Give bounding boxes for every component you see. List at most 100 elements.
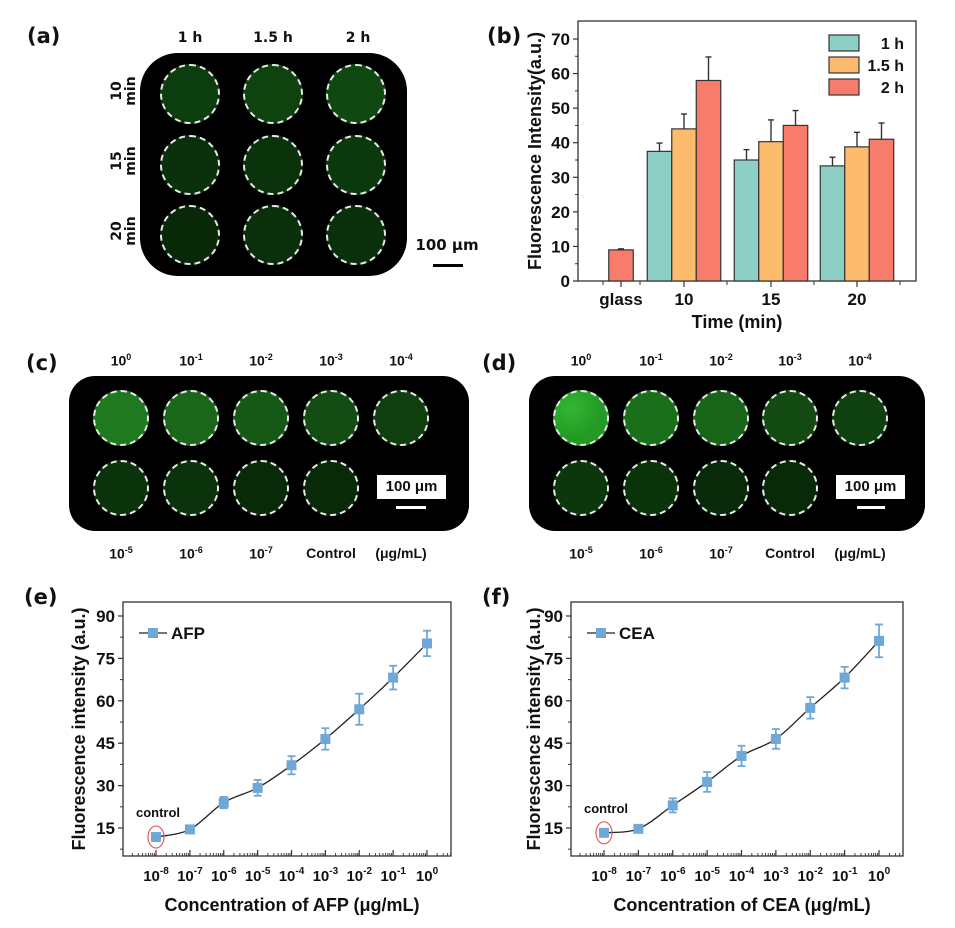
label-base: 10 bbox=[639, 352, 655, 369]
legend-label: 2 h bbox=[881, 80, 904, 97]
y-tick-label: 40 bbox=[551, 134, 570, 153]
tick-exponent: -6 bbox=[677, 866, 686, 877]
fluorescence-well bbox=[243, 64, 303, 124]
label-exponent: -4 bbox=[404, 352, 413, 362]
label-base: 10 bbox=[389, 352, 405, 369]
y-axis-title: Fluorescence intensity (a.u.) bbox=[524, 607, 544, 850]
fluorescence-well bbox=[623, 390, 679, 446]
data-point bbox=[320, 733, 331, 744]
data-point bbox=[252, 782, 263, 793]
bar bbox=[646, 150, 673, 282]
y-tick-label: 10 bbox=[551, 237, 570, 256]
x-tick-label: 10-2 bbox=[797, 866, 823, 885]
bar bbox=[758, 141, 784, 282]
tick-base: 10 bbox=[660, 868, 677, 885]
legend-label: 1 h bbox=[881, 36, 904, 53]
y-tick-label: 60 bbox=[544, 692, 563, 711]
panel-label-c: (c) bbox=[26, 351, 58, 375]
y-tick-label: 45 bbox=[544, 734, 563, 753]
y-tick-label: 15 bbox=[96, 819, 115, 838]
legend-label: CEA bbox=[619, 624, 655, 643]
tick-base: 10 bbox=[763, 868, 780, 885]
label-base: 10 bbox=[179, 352, 195, 369]
plot-frame bbox=[570, 601, 904, 857]
concentration-label: Control bbox=[750, 545, 830, 561]
y-tick-label: 60 bbox=[96, 692, 115, 711]
concentration-label: (μg/mL) bbox=[820, 545, 900, 561]
data-point bbox=[218, 797, 229, 808]
control-highlight-circle bbox=[595, 821, 613, 845]
fluorescence-well bbox=[373, 390, 429, 446]
y-tick-label: 50 bbox=[551, 99, 570, 118]
concentration-label: 10-7 bbox=[221, 545, 301, 562]
legend-marker bbox=[596, 628, 606, 638]
plot-frame bbox=[122, 601, 452, 857]
data-point bbox=[839, 672, 850, 683]
legend-swatch bbox=[828, 56, 860, 74]
bar bbox=[844, 146, 870, 282]
label-base: 10 bbox=[110, 352, 127, 369]
scale-bar-label: 100 μm bbox=[415, 236, 479, 254]
panel-label-e: (e) bbox=[24, 585, 58, 609]
data-point bbox=[736, 750, 747, 761]
fluorescence-well bbox=[693, 460, 749, 516]
x-tick-label: 100 bbox=[416, 866, 439, 885]
label-exponent: -2 bbox=[264, 352, 273, 362]
x-tick-label: 10-4 bbox=[279, 866, 305, 885]
fluorescence-well bbox=[326, 64, 386, 124]
fluorescence-well bbox=[233, 460, 289, 516]
x-tick-label: 10-7 bbox=[626, 866, 652, 885]
panel-label-a: (a) bbox=[27, 24, 61, 48]
x-tick-label: 10-6 bbox=[211, 866, 237, 885]
label-exponent: -6 bbox=[194, 545, 203, 555]
fluorescence-well bbox=[832, 390, 888, 446]
concentration-label: 10-3 bbox=[750, 352, 830, 369]
concentration-label: 10-5 bbox=[81, 545, 161, 562]
x-tick-label: 10-5 bbox=[694, 866, 720, 885]
scale-bar bbox=[396, 506, 426, 509]
legend-swatch bbox=[828, 78, 860, 96]
x-tick-label: 10-4 bbox=[729, 866, 755, 885]
x-axis-title: Time (min) bbox=[692, 312, 783, 332]
fluorescence-well bbox=[693, 390, 749, 446]
bar bbox=[733, 159, 760, 282]
concentration-label: 100 bbox=[541, 352, 621, 369]
concentration-label: 10-2 bbox=[221, 352, 301, 369]
y-tick-label: 30 bbox=[544, 777, 563, 796]
fluorescence-well bbox=[762, 460, 818, 516]
label-base: 10 bbox=[639, 545, 655, 562]
bar bbox=[868, 138, 895, 282]
panel-label-b: (b) bbox=[487, 24, 522, 48]
x-tick-label: 100 bbox=[868, 866, 891, 885]
label-exponent: -5 bbox=[584, 545, 593, 555]
bar bbox=[695, 79, 722, 282]
data-point bbox=[805, 702, 816, 713]
scale-bar bbox=[857, 506, 885, 509]
data-point bbox=[388, 672, 399, 683]
tick-exponent: -2 bbox=[814, 866, 823, 877]
fluorescence-well bbox=[160, 64, 220, 124]
x-tick-label: 10-8 bbox=[591, 866, 617, 885]
label-base: Control bbox=[306, 545, 356, 561]
scale-bar-label: 100 μm bbox=[376, 474, 447, 500]
fluorescence-well bbox=[163, 460, 219, 516]
label-exponent: -5 bbox=[124, 545, 133, 555]
y-tick-label: 30 bbox=[96, 777, 115, 796]
x-axis-title: Concentration of AFP (μg/mL) bbox=[165, 895, 420, 915]
tick-exponent: 0 bbox=[433, 866, 439, 877]
data-point bbox=[599, 827, 609, 838]
concentration-label: Control bbox=[291, 545, 371, 561]
control-annotation: control bbox=[584, 801, 628, 816]
scale-bar bbox=[433, 264, 463, 267]
concentration-label: 10-1 bbox=[151, 352, 231, 369]
x-tick-label: 10-6 bbox=[660, 866, 686, 885]
data-point bbox=[667, 800, 678, 811]
tick-exponent: -1 bbox=[849, 866, 858, 877]
fluorescence-well bbox=[623, 460, 679, 516]
bar bbox=[608, 249, 634, 282]
y-axis-title: Fluorescence Intensity(a.u.) bbox=[525, 32, 545, 270]
label-base: 10 bbox=[179, 545, 195, 562]
control-highlight-circle bbox=[147, 825, 165, 849]
